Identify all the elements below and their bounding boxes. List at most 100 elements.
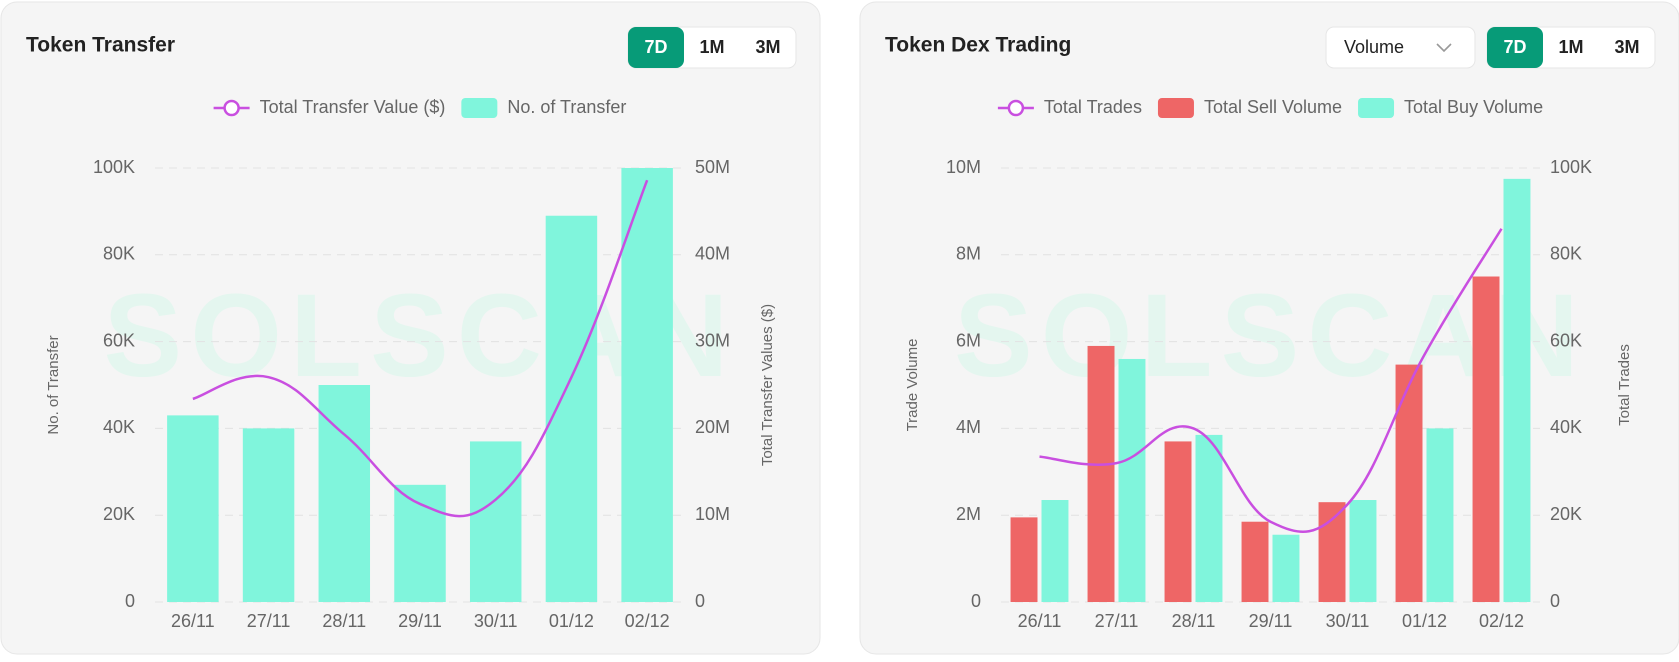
chart-title: Token Transfer xyxy=(26,34,175,57)
bar xyxy=(1118,358,1146,602)
y2-tick-label: 20M xyxy=(695,417,730,437)
x-tick-label: 28/11 xyxy=(1172,611,1216,631)
bar xyxy=(242,428,295,602)
y2-axis-title: Total Transfer Values ($) xyxy=(759,304,776,466)
button-label[interactable]: 1M xyxy=(699,37,724,57)
legend-label[interactable]: Total Buy Volume xyxy=(1404,97,1543,117)
y2-tick-label: 50M xyxy=(695,157,730,177)
y-tick-label: 20K xyxy=(103,504,135,524)
range-button[interactable]: 1M xyxy=(699,37,724,57)
line xyxy=(1039,228,1503,534)
x-tick-label: 02/12 xyxy=(1479,611,1524,631)
dropdown-label[interactable]: Volume xyxy=(1344,37,1404,57)
dropdown[interactable]: Volume xyxy=(1325,26,1476,69)
y2-tick-label: 10M xyxy=(695,504,730,524)
bar xyxy=(1318,502,1346,602)
legend-item[interactable]: Total Trades xyxy=(997,97,1142,117)
y2-tick-label: 40M xyxy=(695,244,730,264)
legend-label[interactable]: Total Trades xyxy=(1044,97,1142,117)
y-tick-label: 60K xyxy=(103,330,135,350)
x-tick-label: 29/11 xyxy=(1249,611,1293,631)
y-tick-label: 10M xyxy=(946,157,981,177)
y-axis-title: No. of Transfer xyxy=(45,335,62,434)
bar xyxy=(1164,441,1192,602)
button-active xyxy=(1487,27,1543,68)
bar xyxy=(318,385,371,602)
x-tick-label: 01/12 xyxy=(1402,611,1447,631)
button-label[interactable]: 3M xyxy=(755,37,780,57)
bar xyxy=(1041,500,1069,602)
bar xyxy=(1349,500,1377,602)
bar xyxy=(1195,434,1223,602)
x-tick-label: 30/11 xyxy=(474,611,518,631)
y-tick-label: 0 xyxy=(125,591,135,611)
range-button[interactable]: 3M xyxy=(1614,37,1639,57)
x-tick-label: 27/11 xyxy=(247,611,291,631)
legend: Total Transfer Value ($) No. of Transfer xyxy=(213,97,626,118)
button-label[interactable]: 7D xyxy=(1503,37,1526,57)
x-tick-label: 26/11 xyxy=(171,611,215,631)
y-tick-label: 100K xyxy=(93,157,135,177)
chart-title: Token Dex Trading xyxy=(885,34,1071,57)
legend-swatch xyxy=(1157,98,1194,118)
y-tick-label: 8M xyxy=(956,244,981,264)
range-button[interactable]: 7D xyxy=(1487,27,1543,68)
dropdown-chevron xyxy=(1436,43,1452,53)
y2-tick-label: 80K xyxy=(1550,244,1582,264)
y-axis-title: Trade Volume xyxy=(904,339,921,432)
legend: Total Trades Total Sell Volume Total Buy V… xyxy=(997,97,1543,118)
button-label[interactable]: 1M xyxy=(1558,37,1583,57)
x-tick-label: 26/11 xyxy=(1018,611,1062,631)
range-button[interactable]: 7D xyxy=(628,27,684,68)
range-button[interactable]: 1M xyxy=(1558,37,1583,57)
y-tick-label: 6M xyxy=(956,330,981,350)
y2-tick-label: 40K xyxy=(1550,417,1582,437)
bar xyxy=(1503,178,1531,602)
bar xyxy=(545,215,598,603)
legend-item[interactable]: Total Buy Volume xyxy=(1358,97,1543,118)
x-tick-label: 30/11 xyxy=(1326,611,1370,631)
bar xyxy=(469,441,522,602)
y2-tick-label: 60K xyxy=(1550,330,1582,350)
legend-label[interactable]: Total Sell Volume xyxy=(1204,97,1342,117)
legend-marker xyxy=(223,99,240,117)
bar xyxy=(394,484,446,602)
bar xyxy=(1010,517,1038,602)
legend-item[interactable]: Total Sell Volume xyxy=(1157,97,1342,118)
chart-panel: Token Dex Trading 7D 1M 3MVolumeSOLSCAN02M4… xyxy=(859,1,1679,655)
y-tick-label: 4M xyxy=(956,417,981,437)
bar xyxy=(1272,534,1300,602)
bar xyxy=(1395,364,1423,602)
y-tick-label: 80K xyxy=(103,244,135,264)
y2-tick-label: 0 xyxy=(695,591,705,611)
y2-tick-label: 100K xyxy=(1550,157,1592,177)
button-label[interactable]: 7D xyxy=(644,37,667,57)
x-tick-label: 29/11 xyxy=(398,611,442,631)
y2-tick-label: 0 xyxy=(1550,591,1560,611)
y-tick-label: 2M xyxy=(956,504,981,524)
button-active xyxy=(628,27,684,68)
legend-swatch xyxy=(461,98,498,118)
bar xyxy=(1426,428,1454,602)
button-label[interactable]: 3M xyxy=(1614,37,1639,57)
dropdown-box xyxy=(1325,26,1476,69)
bar xyxy=(621,168,673,602)
bar xyxy=(167,415,219,602)
x-tick-label: 28/11 xyxy=(322,611,366,631)
chart-panel: Token Transfer 7D 1M 3MSOLSCAN020K40K60K80K… xyxy=(0,1,821,655)
y2-tick-label: 30M xyxy=(695,330,730,350)
x-tick-label: 01/12 xyxy=(549,611,594,631)
legend-item[interactable]: Total Transfer Value ($) xyxy=(213,97,446,117)
legend-item[interactable]: No. of Transfer xyxy=(461,97,626,118)
bar xyxy=(1087,345,1115,602)
line xyxy=(192,179,649,518)
legend-label[interactable]: No. of Transfer xyxy=(507,97,626,117)
legend-marker xyxy=(1007,99,1025,117)
y-tick-label: 40K xyxy=(103,417,135,437)
range-button[interactable]: 3M xyxy=(755,37,780,57)
legend-label[interactable]: Total Transfer Value ($) xyxy=(260,97,446,117)
x-tick-label: 02/12 xyxy=(625,611,670,631)
y-tick-label: 0 xyxy=(971,591,981,611)
bar xyxy=(1241,521,1269,602)
